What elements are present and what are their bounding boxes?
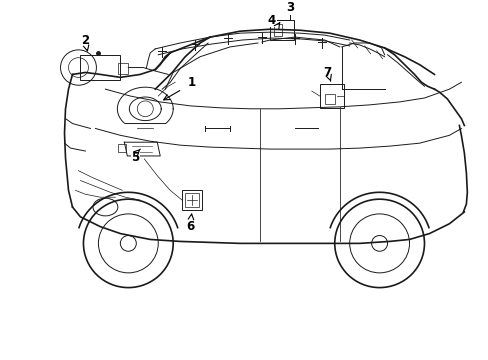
Text: 2: 2 <box>81 33 89 46</box>
Bar <box>269 21 293 40</box>
Bar <box>182 190 202 210</box>
Bar <box>273 24 281 36</box>
Bar <box>324 94 334 104</box>
Bar <box>118 144 126 152</box>
Bar <box>319 84 343 108</box>
Text: 1: 1 <box>188 76 196 89</box>
Text: 6: 6 <box>185 220 194 233</box>
Text: 7: 7 <box>323 66 331 79</box>
Text: 3: 3 <box>285 1 293 14</box>
Text: 5: 5 <box>131 152 139 165</box>
Bar <box>118 63 128 75</box>
Bar <box>81 55 120 80</box>
Text: 4: 4 <box>267 14 276 27</box>
Bar <box>185 193 199 207</box>
